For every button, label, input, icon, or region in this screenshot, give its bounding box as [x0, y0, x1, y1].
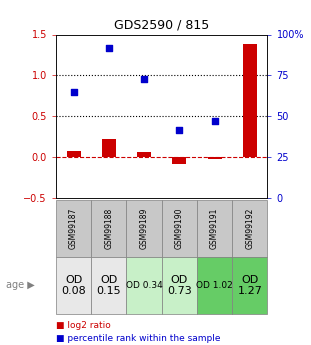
Text: GSM99187: GSM99187 — [69, 208, 78, 249]
Bar — [243, 44, 257, 157]
Text: GSM99191: GSM99191 — [210, 208, 219, 249]
Bar — [137, 152, 151, 157]
Text: GSM99190: GSM99190 — [175, 208, 184, 249]
Text: ■ log2 ratio: ■ log2 ratio — [56, 321, 111, 330]
Point — [142, 76, 146, 81]
Text: OD 0.34: OD 0.34 — [126, 281, 162, 290]
Text: GSM99192: GSM99192 — [245, 208, 254, 249]
Bar — [207, 157, 222, 159]
Text: GSM99189: GSM99189 — [140, 208, 149, 249]
Text: GDS2590 / 815: GDS2590 / 815 — [114, 19, 209, 32]
Text: OD
0.73: OD 0.73 — [167, 275, 192, 296]
Bar — [102, 139, 116, 157]
Text: OD
0.15: OD 0.15 — [96, 275, 121, 296]
Text: OD
0.08: OD 0.08 — [61, 275, 86, 296]
Bar — [172, 157, 186, 164]
Text: ■ percentile rank within the sample: ■ percentile rank within the sample — [56, 334, 220, 343]
Point — [106, 45, 111, 50]
Bar — [67, 151, 81, 157]
Text: OD 1.02: OD 1.02 — [196, 281, 233, 290]
Text: age ▶: age ▶ — [6, 280, 35, 290]
Text: GSM99188: GSM99188 — [104, 208, 113, 249]
Point — [177, 127, 182, 132]
Point — [71, 89, 76, 95]
Point — [212, 119, 217, 124]
Text: OD
1.27: OD 1.27 — [237, 275, 262, 296]
